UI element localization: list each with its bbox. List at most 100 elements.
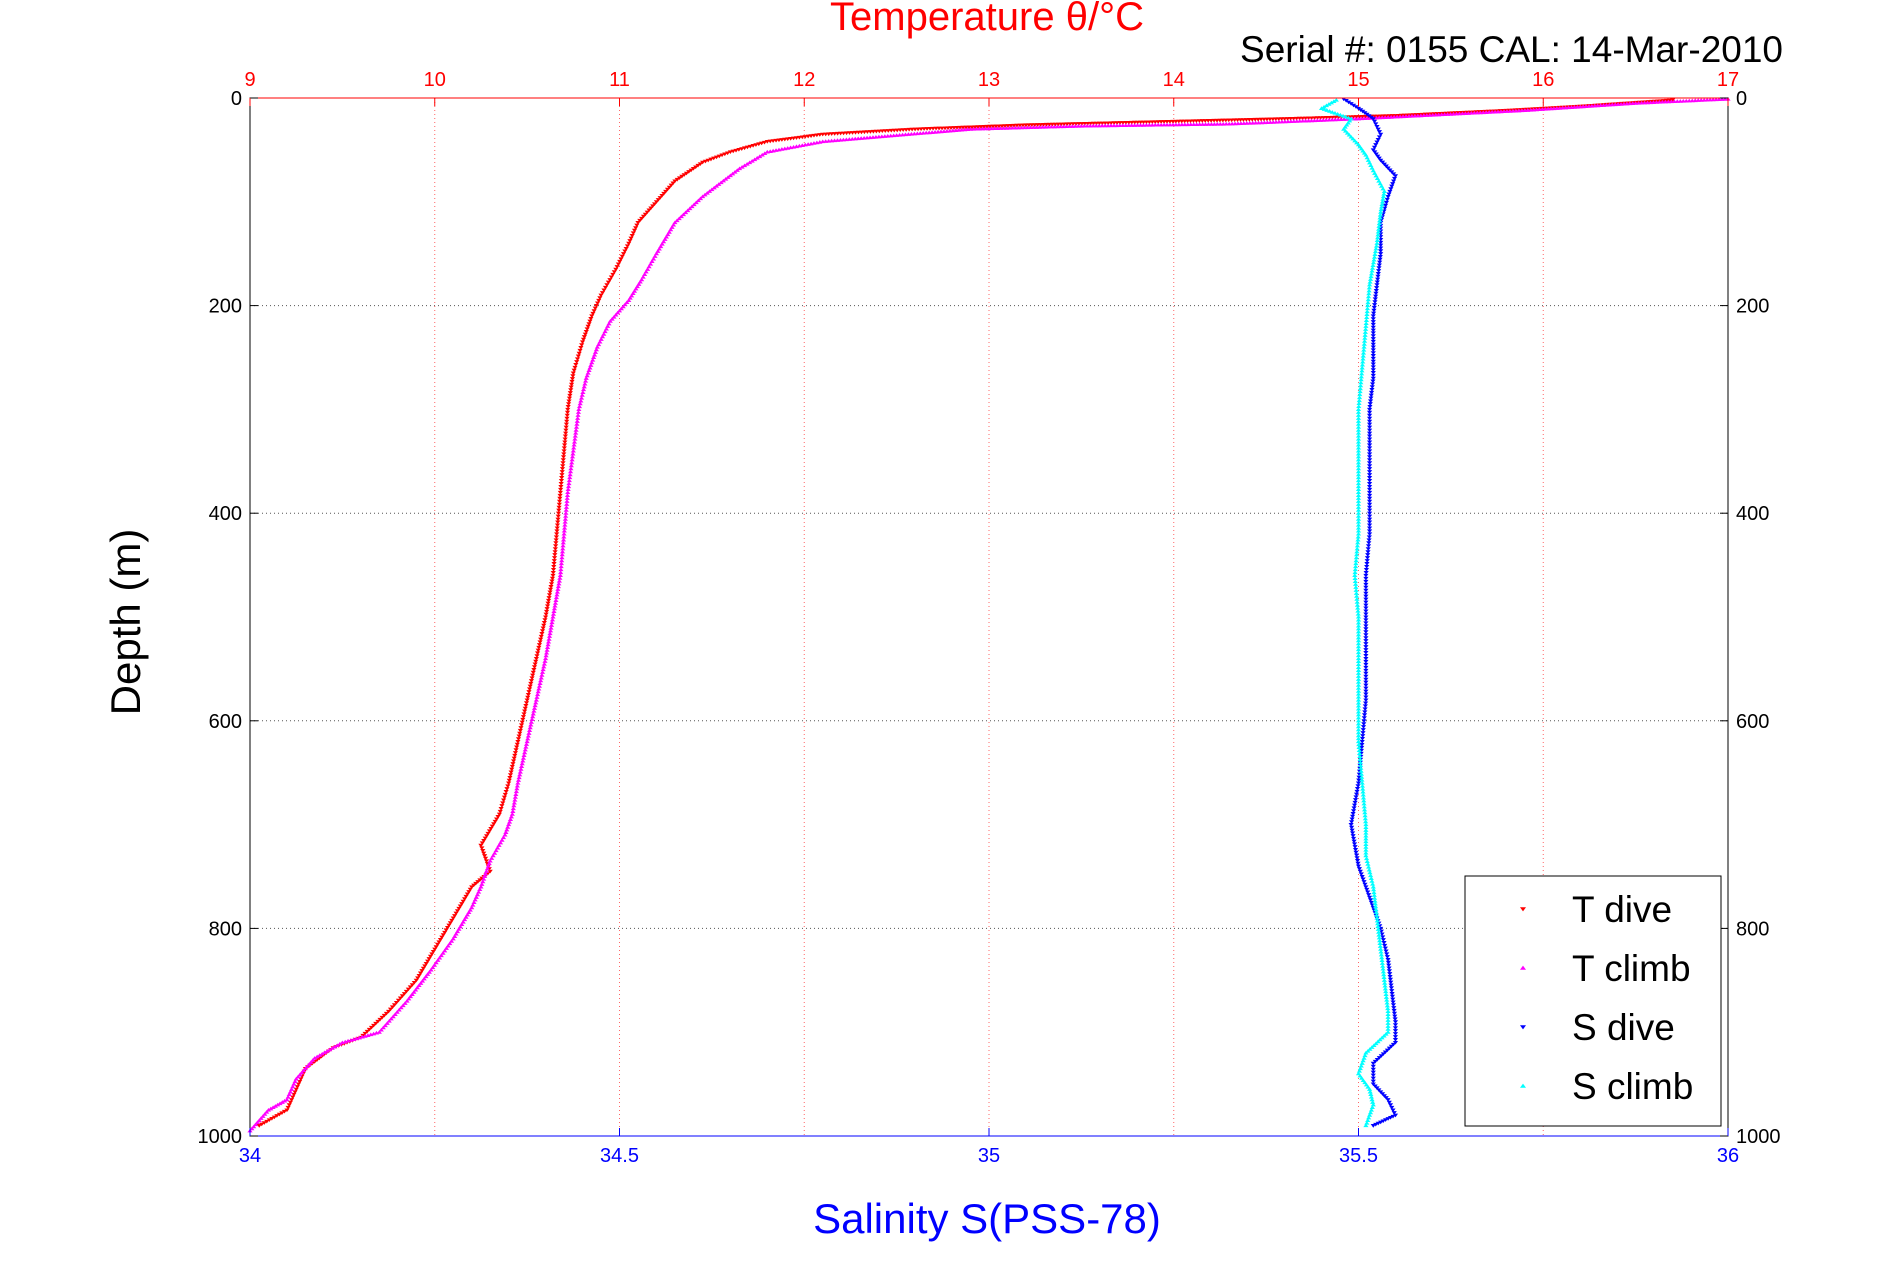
data-point [642, 272, 648, 277]
data-point [1363, 692, 1369, 697]
y-tick-label-left: 1000 [198, 1126, 243, 1148]
data-point [550, 567, 557, 572]
data-point [1355, 674, 1362, 678]
data-point [1363, 847, 1369, 852]
data-point [1353, 853, 1360, 858]
data-point [290, 1095, 296, 1100]
data-point [567, 393, 573, 398]
data-point [427, 954, 434, 959]
data-point [659, 194, 665, 198]
data-point [1365, 297, 1371, 302]
data-point [1361, 342, 1367, 346]
data-point [575, 410, 582, 414]
data-point [1350, 103, 1357, 108]
data-point [588, 317, 594, 321]
data-point [1371, 890, 1377, 895]
data-point [1363, 642, 1369, 646]
data-point [582, 332, 588, 337]
data-point [779, 147, 785, 151]
data-point [520, 756, 527, 760]
data-point [504, 827, 510, 832]
data-point [1353, 792, 1360, 797]
series-layer [247, 96, 1731, 1133]
data-point [556, 581, 562, 586]
data-point [555, 520, 561, 525]
data-point [1362, 336, 1368, 340]
data-point [575, 416, 581, 420]
data-point [523, 745, 529, 749]
data-point [1371, 255, 1378, 259]
data-point [568, 385, 574, 390]
data-point [1354, 603, 1361, 607]
data-point [555, 587, 561, 591]
data-point [1375, 154, 1381, 159]
data-point [561, 528, 567, 533]
data-point [1383, 995, 1389, 999]
data-point [486, 861, 492, 866]
data-point [288, 1098, 295, 1102]
data-point [555, 584, 562, 589]
data-point [1366, 464, 1373, 468]
data-point [554, 532, 560, 537]
data-point [1355, 608, 1361, 613]
data-point [1366, 434, 1373, 439]
data-point [1355, 671, 1362, 675]
data-point [1366, 452, 1373, 456]
data-point [1365, 1118, 1371, 1122]
data-point [409, 983, 415, 987]
data-point [618, 306, 624, 311]
data-point [555, 517, 561, 522]
data-point [533, 656, 539, 661]
data-point [436, 955, 443, 960]
data-point [1366, 523, 1373, 528]
data-point [557, 576, 563, 580]
data-point [500, 835, 507, 840]
data-point [1391, 1008, 1397, 1013]
data-point [1355, 487, 1362, 492]
data-point [562, 525, 568, 530]
data-point [522, 750, 528, 755]
data-point [764, 149, 770, 154]
data-point [1377, 938, 1383, 943]
data-point [1355, 668, 1362, 672]
data-point [770, 148, 776, 153]
data-point [291, 1092, 297, 1097]
data-point [514, 783, 520, 788]
data-point [1378, 207, 1384, 212]
data-point [1348, 102, 1354, 106]
data-point [644, 210, 650, 215]
data-point [1351, 842, 1358, 847]
data-point [1356, 1069, 1363, 1073]
data-point [513, 748, 519, 752]
data-point [722, 152, 728, 157]
data-point [588, 363, 594, 367]
data-point [520, 717, 526, 722]
data-point [1366, 502, 1373, 507]
data-point [561, 534, 567, 539]
data-point [1366, 282, 1373, 287]
data-point [489, 856, 495, 860]
data-point [1388, 983, 1394, 988]
data-point [547, 628, 554, 633]
data-point [668, 183, 674, 188]
data-point [1370, 1102, 1376, 1107]
data-point [1360, 1058, 1366, 1063]
data-point [1355, 706, 1362, 711]
data-point [1385, 166, 1391, 171]
data-point [1363, 615, 1369, 620]
data-point [1374, 241, 1380, 245]
x-tick-label-salinity: 34 [239, 1145, 261, 1167]
data-point [725, 175, 731, 179]
data-point [705, 158, 711, 163]
data-point [1355, 531, 1362, 536]
data-point [518, 726, 524, 730]
data-point [620, 304, 626, 309]
x-tick-label-salinity: 35.5 [1339, 1145, 1378, 1167]
data-point [536, 684, 543, 688]
data-point [573, 428, 579, 432]
data-point [587, 319, 593, 324]
data-point [1370, 1079, 1376, 1084]
data-point [551, 565, 557, 569]
data-point [381, 1013, 387, 1018]
data-point [1387, 189, 1393, 194]
